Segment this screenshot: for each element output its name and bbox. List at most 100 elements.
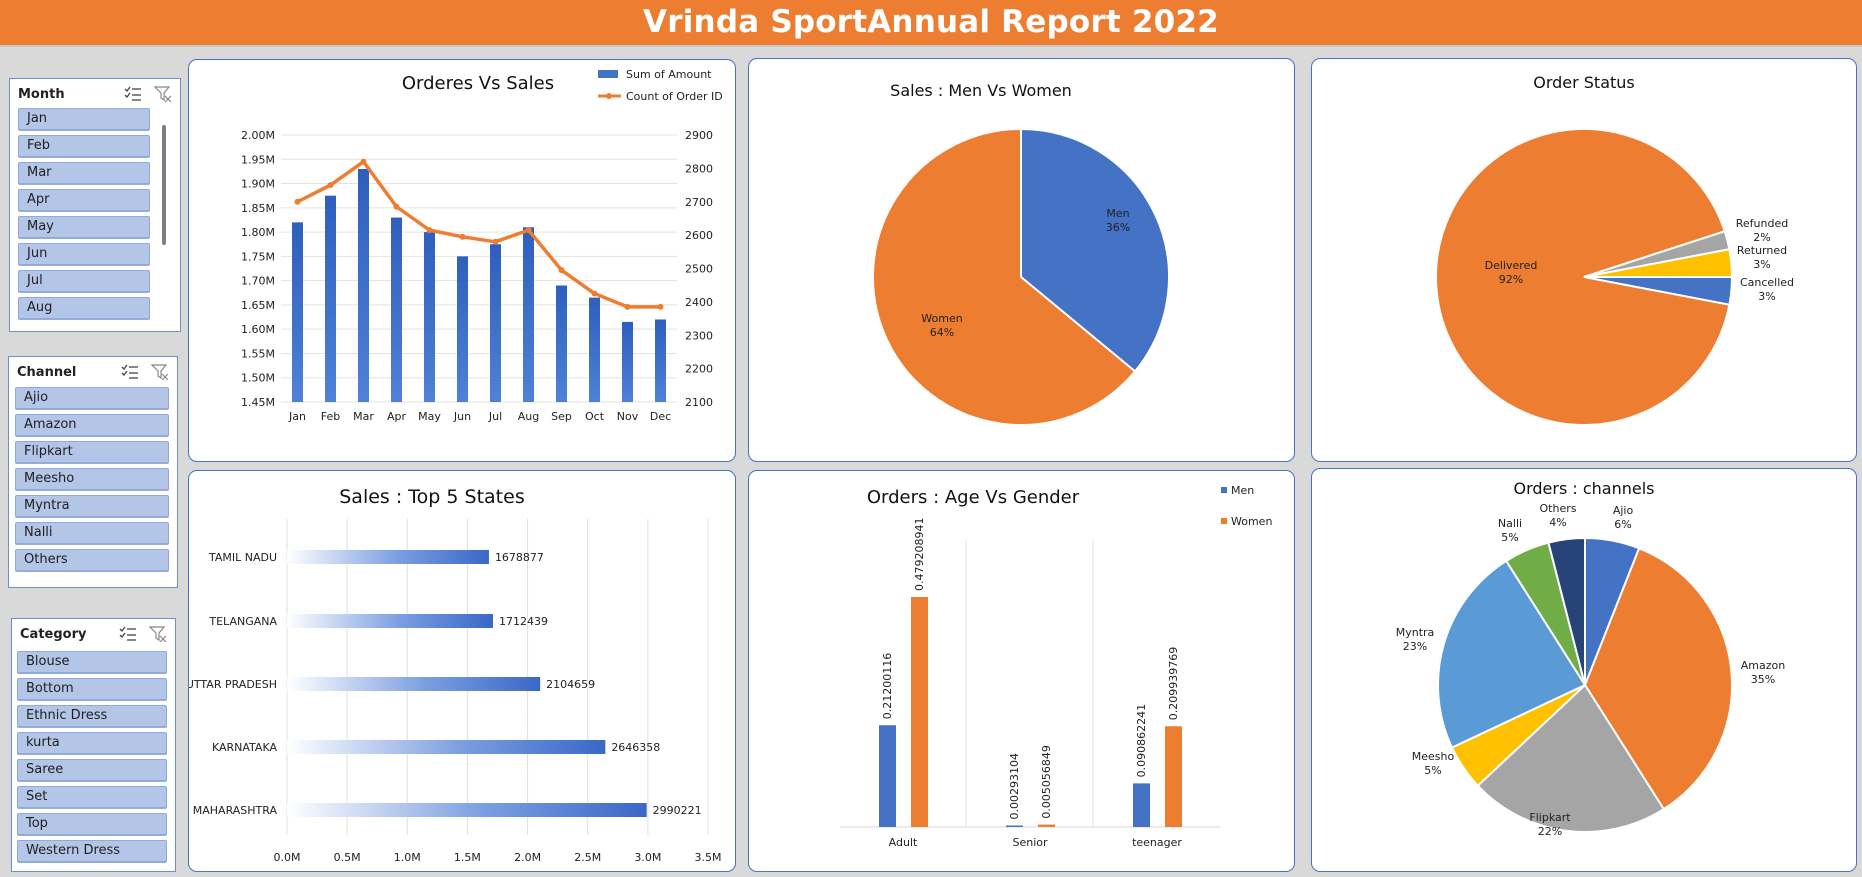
pie-slice-returned (1583, 248, 1734, 278)
channel-item-nalli[interactable]: Nalli (15, 522, 169, 544)
others-label: Others (1540, 502, 1577, 515)
month-item-jul[interactable]: Jul (18, 270, 150, 292)
category-item-ethnic-dress[interactable]: Ethnic Dress (17, 705, 167, 727)
ajio-label: Ajio (1613, 504, 1634, 517)
pie-slice-amazon (1583, 547, 1733, 811)
pie-slice-flipkart (1476, 683, 1666, 833)
month-item-jan[interactable]: Jan (18, 108, 150, 130)
flipkart-label: Flipkart (1529, 811, 1571, 824)
legend-label-count-of-order-id: Count of Order ID (626, 90, 723, 103)
women-bar-teenager (1165, 726, 1182, 827)
x-tick-label: Jul (488, 410, 502, 423)
chart-title: Order Status (1533, 73, 1635, 92)
y-left-tick-label: 1.50M (241, 372, 275, 385)
y-right-tick-label: 2500 (685, 263, 713, 276)
month-item-apr[interactable]: Apr (18, 189, 150, 211)
multi-select-icon[interactable] (119, 626, 137, 642)
category-item-western-dress[interactable]: Western Dress (17, 840, 167, 862)
x-tick-label: 3.0M (634, 851, 661, 864)
x-tick-label: 1.0M (394, 851, 421, 864)
y-left-tick-label: 1.70M (241, 275, 275, 288)
slicer-scrollbar[interactable] (162, 125, 166, 245)
x-tick-label: 3.5M (695, 851, 722, 864)
clear-filter-icon[interactable] (150, 364, 169, 381)
multi-select-icon[interactable] (124, 86, 142, 102)
order-count-point-mar (360, 158, 367, 165)
bar-value-label: 0.21200116 (881, 653, 894, 719)
y-left-tick-label: 1.75M (241, 250, 275, 263)
y-left-tick-label: 1.55M (241, 347, 275, 360)
x-tick-label: Apr (387, 410, 407, 423)
month-item-jun[interactable]: Jun (18, 243, 150, 265)
y-right-tick-label: 2400 (685, 296, 713, 309)
x-tick-label: Oct (585, 410, 605, 423)
order-count-point-nov (624, 303, 631, 310)
clear-filter-icon[interactable] (153, 86, 172, 103)
channel-item-flipkart[interactable]: Flipkart (15, 441, 169, 463)
sales-bar-feb (325, 195, 336, 402)
pie-slice-myntra (1437, 559, 1587, 749)
delivered-pct: 92% (1499, 273, 1523, 286)
report-title: Vrinda SportAnnual Report 2022 (643, 4, 1219, 40)
y-left-tick-label: 1.90M (241, 178, 275, 191)
cancelled-label: Cancelled (1740, 276, 1794, 289)
women-bar-adult (911, 596, 928, 827)
month-slicer-title: Month (18, 87, 65, 102)
multi-select-icon[interactable] (121, 364, 139, 380)
sales-bar-oct (589, 297, 600, 402)
women-label: Women (921, 312, 962, 325)
category-item-blouse[interactable]: Blouse (17, 651, 167, 673)
state-label: UTTAR PRADESH (189, 678, 277, 691)
bar-value-label: 0.00293104 (1008, 753, 1021, 819)
x-tick-label: Feb (321, 410, 340, 423)
state-label: MAHARASHTRA (193, 804, 278, 817)
month-item-feb[interactable]: Feb (18, 135, 150, 157)
y-right-tick-label: 2100 (685, 396, 713, 409)
order-count-line (296, 159, 661, 309)
women-pct: 64% (930, 326, 954, 339)
state-label: KARNATAKA (212, 741, 277, 754)
clear-filter-icon[interactable] (148, 626, 167, 643)
chart-title: Orders : Age Vs Gender (867, 487, 1080, 508)
chart-title: Sales : Top 5 States (339, 486, 524, 508)
channel-item-others[interactable]: Others (15, 549, 169, 571)
bar-value-label: 0.479208941 (913, 517, 926, 590)
category-item-top[interactable]: Top (17, 813, 167, 835)
pie-slice-women (872, 127, 1137, 426)
state-value-label: 1712439 (499, 615, 548, 628)
x-tick-label: 0.5M (334, 851, 361, 864)
legend-swatch-sum-of-amount (598, 70, 618, 78)
channel-item-meesho[interactable]: Meesho (15, 468, 169, 490)
y-left-tick-label: 1.60M (241, 323, 275, 336)
x-tick-label: Jun (453, 410, 471, 423)
pie-slice-delivered (1435, 128, 1731, 426)
x-tick-label: Aug (518, 410, 539, 423)
category-item-set[interactable]: Set (17, 786, 167, 808)
channel-item-ajio[interactable]: Ajio (15, 387, 169, 409)
channel-item-myntra[interactable]: Myntra (15, 495, 169, 517)
month-item-may[interactable]: May (18, 216, 150, 238)
sales-bar-nov (622, 321, 633, 402)
month-item-aug[interactable]: Aug (18, 297, 150, 319)
category-item-kurta[interactable]: kurta (17, 732, 167, 754)
sales-bar-jan (292, 222, 303, 402)
men-bar-senior (1006, 825, 1023, 827)
flipkart-pct: 22% (1538, 825, 1562, 838)
category-slicer-title: Category (20, 627, 87, 642)
chart-title: Sales : Men Vs Women (890, 81, 1072, 100)
report-banner: Vrinda SportAnnual Report 2022 (0, 0, 1862, 47)
category-item-saree[interactable]: Saree (17, 759, 167, 781)
y-right-tick-label: 2800 (685, 162, 713, 175)
state-value-label: 2646358 (611, 741, 660, 754)
chart-title: Orderes Vs Sales (402, 73, 554, 94)
x-tick-label: 0.0M (274, 851, 301, 864)
channel-item-amazon[interactable]: Amazon (15, 414, 169, 436)
category-slicer: Category Blouse Bottom Ethnic Dress kurta Sa… (11, 618, 176, 872)
month-item-mar[interactable]: Mar (18, 162, 150, 184)
y-right-tick-label: 2600 (685, 229, 713, 242)
category-item-bottom[interactable]: Bottom (17, 678, 167, 700)
x-tick-label: 2.5M (574, 851, 601, 864)
state-bar-telangana (287, 614, 493, 628)
